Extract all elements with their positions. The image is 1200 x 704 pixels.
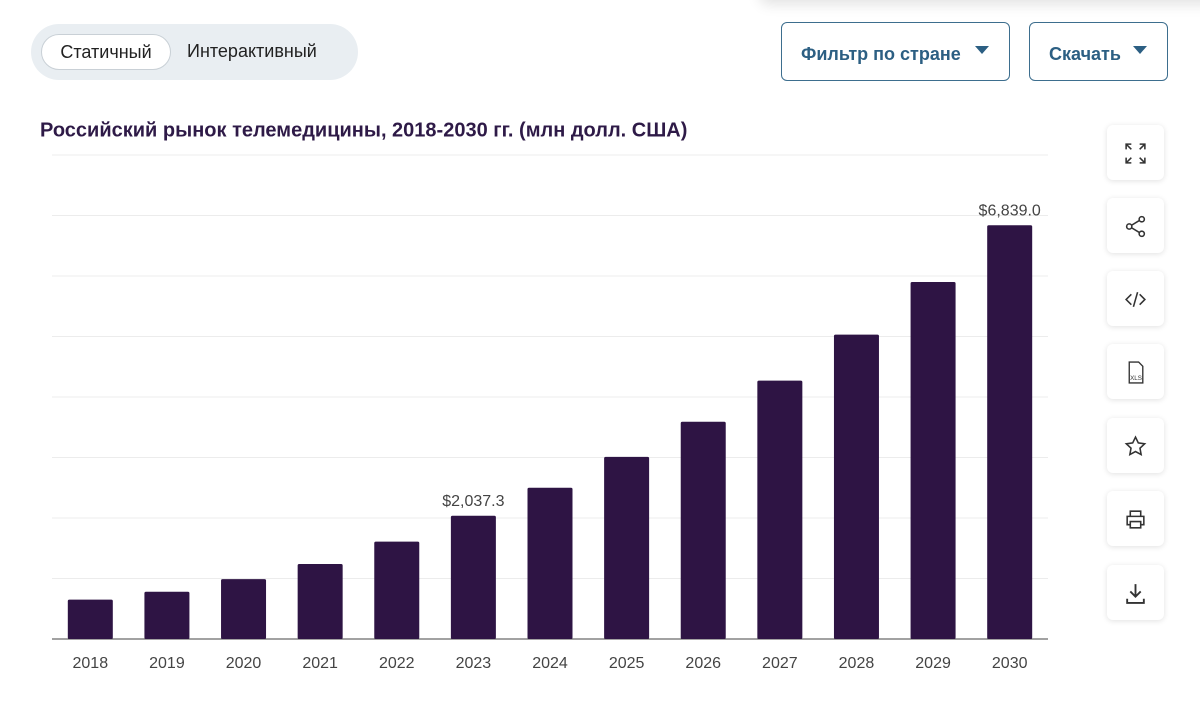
x-tick-label: 2021 [302,655,338,672]
x-tick-label: 2029 [915,655,951,672]
chart-title: Российский рынок телемедицины, 2018-2030… [40,119,687,141]
bar [67,599,113,639]
xls-label: XLS [1130,375,1142,382]
x-tick-label: 2022 [379,655,415,672]
bar [374,541,420,639]
bar [910,282,956,639]
favorite-button[interactable] [1107,418,1164,473]
static-tab[interactable]: Статичный [41,34,171,70]
bar [297,563,343,639]
bar [221,579,267,639]
x-tick-label: 2027 [762,655,798,672]
view-toggle: Статичный Интерактивный [31,24,358,80]
bar [144,591,190,639]
bar [833,334,879,639]
download-button[interactable]: Скачать [1029,22,1168,81]
bar [757,380,803,639]
x-tick-label: 2026 [685,655,721,672]
bar [987,225,1033,639]
x-tick-label: 2023 [456,655,492,672]
print-button[interactable] [1107,491,1164,546]
xls-button[interactable]: XLS [1107,344,1164,399]
download-icon-button[interactable] [1107,565,1164,620]
interactive-tab[interactable]: Интерактивный [187,41,317,61]
chart: Российский рынок телемедицины, 2018-2030… [40,119,1048,672]
x-tick-label: 2024 [532,655,568,672]
x-tick-label: 2030 [992,655,1028,672]
bar [604,456,650,639]
bar [527,487,573,639]
value-label: $2,037.3 [442,493,504,510]
bar [680,421,726,639]
fullscreen-button[interactable] [1107,125,1164,180]
x-tick-label: 2028 [839,655,875,672]
bar [450,515,496,639]
x-tick-label: 2025 [609,655,645,672]
x-tick-label: 2020 [226,655,262,672]
embed-button[interactable] [1107,271,1164,326]
filter-button[interactable]: Фильтр по стране [781,22,1010,81]
share-button[interactable] [1107,198,1164,253]
value-label: $6,839.0 [979,202,1041,219]
x-tick-label: 2019 [149,655,185,672]
x-tick-label: 2018 [73,655,109,672]
